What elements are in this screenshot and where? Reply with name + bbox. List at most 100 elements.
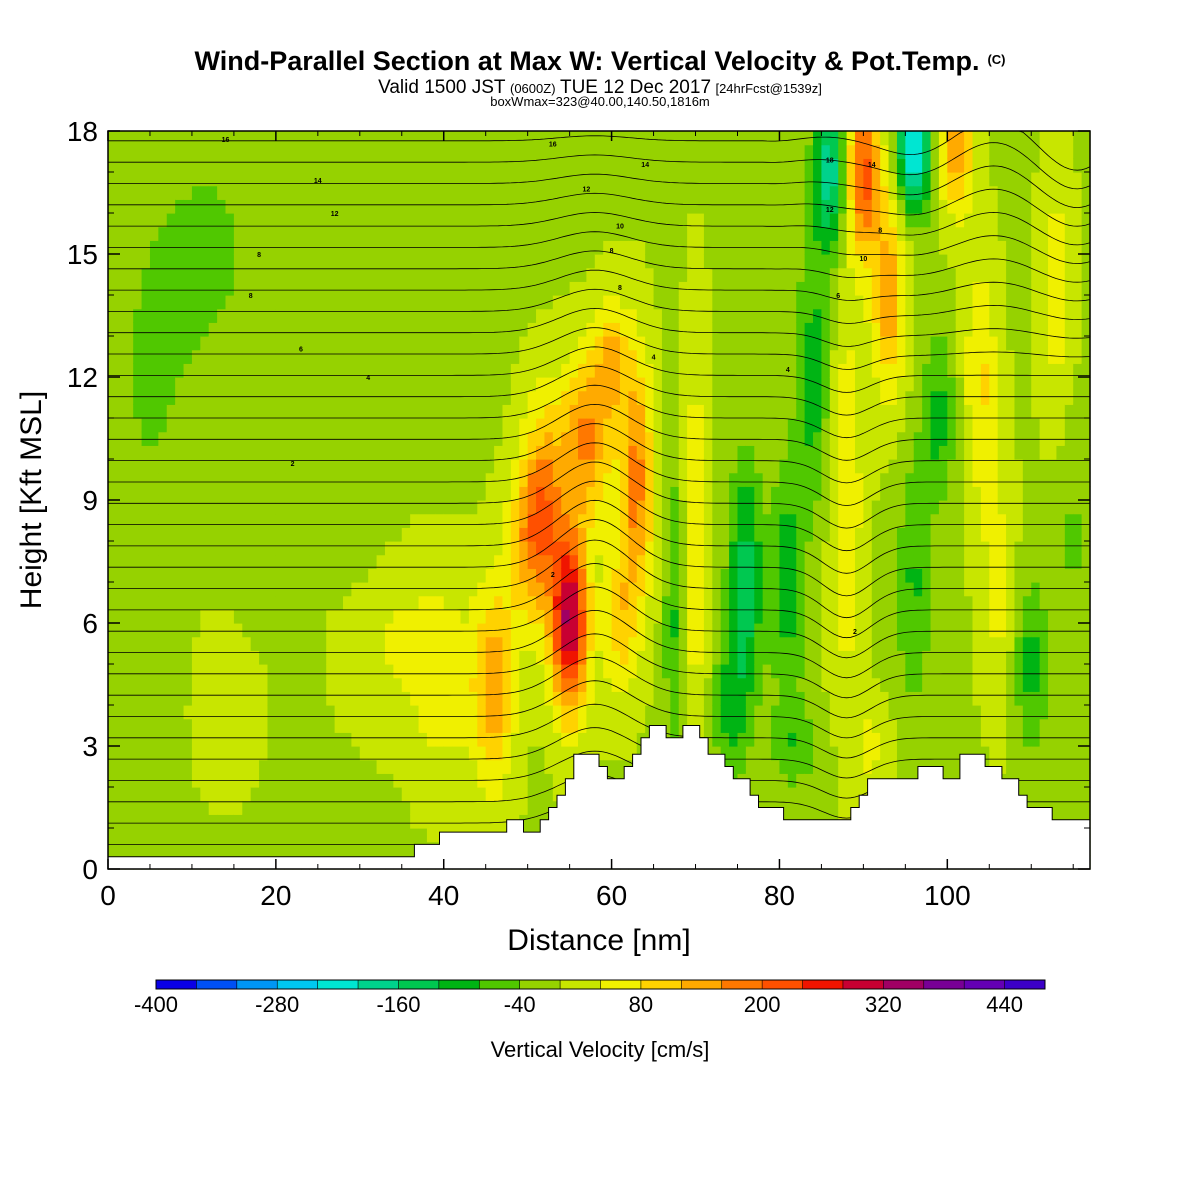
field-cell — [636, 390, 646, 405]
field-cell — [292, 349, 302, 364]
field-cell — [443, 336, 453, 351]
field-cell — [703, 445, 713, 460]
field-cell — [418, 582, 428, 597]
field-cell — [183, 705, 193, 720]
field-cell — [401, 677, 411, 692]
field-cell — [124, 185, 134, 200]
field-cell — [569, 144, 579, 159]
field-cell — [368, 322, 378, 337]
field-cell — [443, 650, 453, 665]
field-cell — [695, 185, 705, 200]
field-cell — [334, 349, 344, 364]
field-cell — [762, 705, 772, 720]
field-cell — [116, 349, 126, 364]
field-cell — [779, 513, 789, 528]
field-cell — [359, 800, 369, 815]
field-cell — [191, 636, 201, 651]
field-cell — [418, 254, 428, 269]
field-cell — [259, 144, 269, 159]
field-cell — [611, 322, 621, 337]
field-cell — [233, 513, 243, 528]
field-cell — [401, 472, 411, 487]
field-cell — [569, 377, 579, 392]
field-cell — [729, 691, 739, 706]
field-cell — [712, 404, 722, 419]
field-cell — [880, 609, 890, 624]
field-cell — [737, 541, 747, 556]
field-cell — [116, 322, 126, 337]
field-cell — [368, 336, 378, 351]
field-cell — [124, 267, 134, 282]
field-cell — [804, 773, 814, 788]
field-cell — [242, 513, 252, 528]
field-cell — [468, 226, 478, 241]
field-cell — [745, 213, 755, 228]
field-cell — [326, 172, 336, 187]
field-cell — [443, 158, 453, 173]
field-cell — [854, 349, 864, 364]
field-cell — [628, 459, 638, 474]
field-cell — [326, 759, 336, 774]
field-cell — [771, 486, 781, 501]
field-cell — [158, 349, 168, 364]
field-cell — [166, 513, 176, 528]
field-cell — [552, 595, 562, 610]
field-cell — [368, 267, 378, 282]
field-cell — [619, 595, 629, 610]
field-cell — [217, 472, 227, 487]
field-cell — [519, 445, 529, 460]
field-cell — [452, 486, 462, 501]
field-cell — [426, 295, 436, 310]
field-cell — [460, 650, 470, 665]
field-cell — [452, 445, 462, 460]
field-cell — [578, 199, 588, 214]
field-cell — [393, 841, 403, 856]
field-cell — [771, 363, 781, 378]
field-cell — [729, 295, 739, 310]
field-cell — [208, 541, 218, 556]
field-cell — [527, 281, 537, 296]
field-cell — [712, 459, 722, 474]
field-cell — [754, 308, 764, 323]
field-cell — [309, 199, 319, 214]
field-cell — [846, 582, 856, 597]
field-cell — [468, 513, 478, 528]
field-cell — [519, 732, 529, 747]
field-cell — [519, 254, 529, 269]
field-cell — [401, 226, 411, 241]
field-cell — [880, 650, 890, 665]
field-cell — [771, 787, 781, 802]
field-cell — [376, 828, 386, 843]
field-cell — [242, 459, 252, 474]
field-cell — [267, 527, 277, 542]
field-cell — [418, 705, 428, 720]
field-cell — [418, 472, 428, 487]
field-cell — [762, 308, 772, 323]
field-cell — [536, 349, 546, 364]
field-cell — [175, 568, 185, 583]
field-cell — [384, 213, 394, 228]
field-cell — [208, 609, 218, 624]
field-cell — [309, 746, 319, 761]
field-cell — [301, 623, 311, 638]
field-cell — [410, 377, 420, 392]
field-cell — [426, 595, 436, 610]
field-cell — [636, 650, 646, 665]
field-cell — [645, 636, 655, 651]
field-cell — [619, 527, 629, 542]
field-cell — [712, 568, 722, 583]
field-cell — [200, 841, 210, 856]
field-cell — [813, 199, 823, 214]
field-cell — [846, 158, 856, 173]
field-cell — [645, 172, 655, 187]
field-cell — [443, 691, 453, 706]
field-cell — [628, 541, 638, 556]
field-cell — [418, 363, 428, 378]
field-cell — [275, 595, 285, 610]
field-cell — [804, 336, 814, 351]
field-cell — [628, 158, 638, 173]
field-cell — [594, 705, 604, 720]
field-cell — [359, 459, 369, 474]
field-cell — [821, 664, 831, 679]
field-cell — [410, 746, 420, 761]
